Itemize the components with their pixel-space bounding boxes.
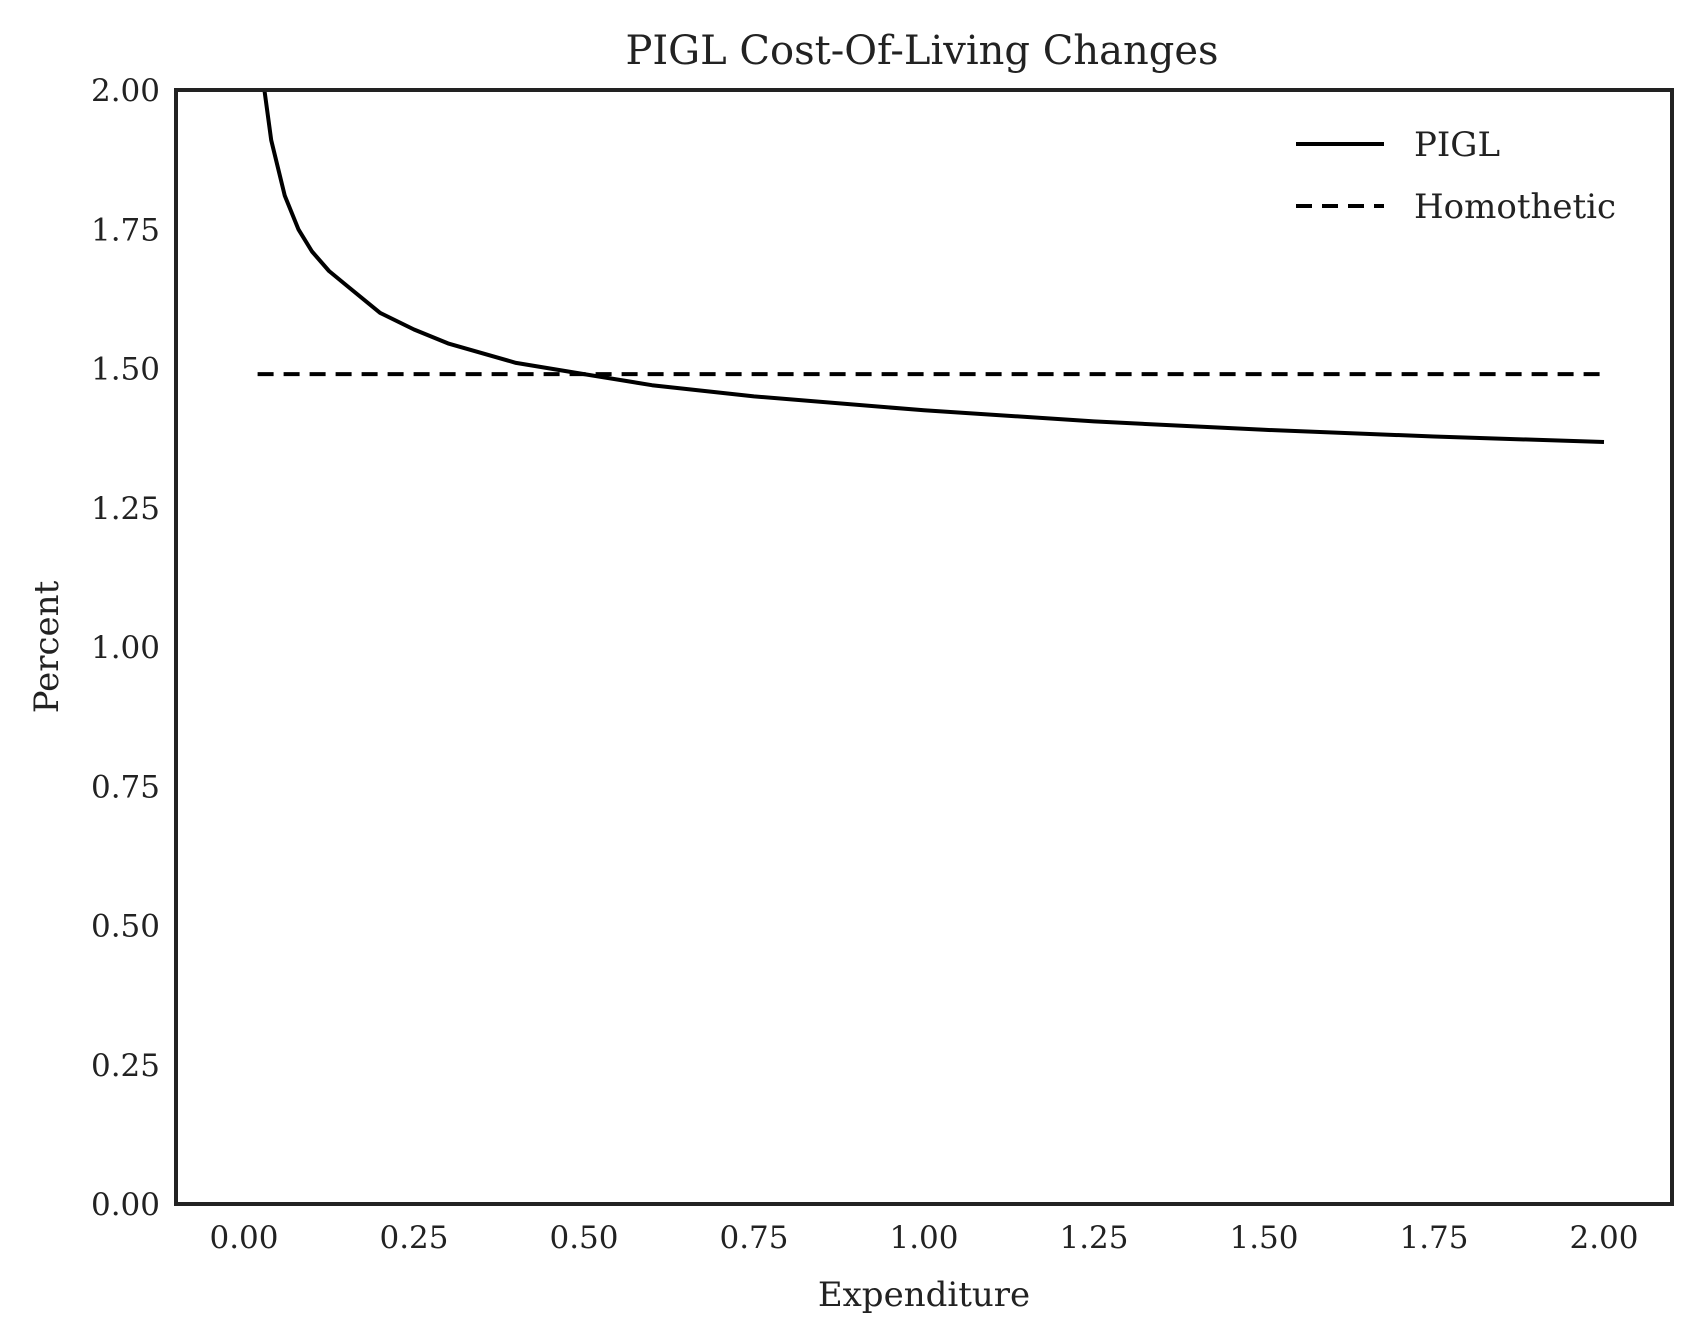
x-tick-label: 0.75 (719, 1220, 788, 1256)
y-axis: 0.00 0.25 0.50 0.75 1.00 1.25 1.50 1.75 2.00 (91, 73, 160, 1223)
x-tick-label: 1.00 (889, 1220, 958, 1256)
y-axis-label: Percent (27, 580, 67, 713)
y-tick-label: 0.00 (91, 1187, 160, 1223)
legend-label-homothetic: Homothetic (1414, 187, 1616, 227)
x-tick-label: 2.00 (1569, 1220, 1638, 1256)
x-tick-label: 0.00 (209, 1220, 278, 1256)
y-tick-label: 1.75 (91, 212, 160, 248)
y-tick-label: 1.00 (91, 630, 160, 666)
y-tick-label: 1.25 (91, 491, 160, 527)
chart-title: PIGL Cost-Of-Living Changes (625, 28, 1218, 74)
x-tick-label: 0.25 (379, 1220, 448, 1256)
legend-label-pigl: PIGL (1414, 125, 1500, 165)
y-tick-label: 0.75 (91, 769, 160, 805)
series-line-pigl (262, 90, 1605, 444)
plot-area (257, 90, 1605, 444)
x-axis: 0.00 0.25 0.50 0.75 1.00 1.25 1.50 1.75 2.00 (209, 1220, 1638, 1256)
plot-frame (174, 88, 1674, 1206)
legend: PIGL Homothetic (1296, 125, 1616, 227)
y-tick-label: 2.00 (91, 73, 160, 109)
x-tick-label: 1.50 (1229, 1220, 1298, 1256)
y-tick-label: 0.50 (91, 909, 160, 945)
x-axis-label: Expenditure (818, 1275, 1030, 1315)
y-tick-label: 1.50 (91, 352, 160, 388)
x-tick-label: 0.50 (549, 1220, 618, 1256)
x-tick-label: 1.25 (1059, 1220, 1128, 1256)
y-tick-label: 0.25 (91, 1048, 160, 1084)
x-tick-label: 1.75 (1399, 1220, 1468, 1256)
